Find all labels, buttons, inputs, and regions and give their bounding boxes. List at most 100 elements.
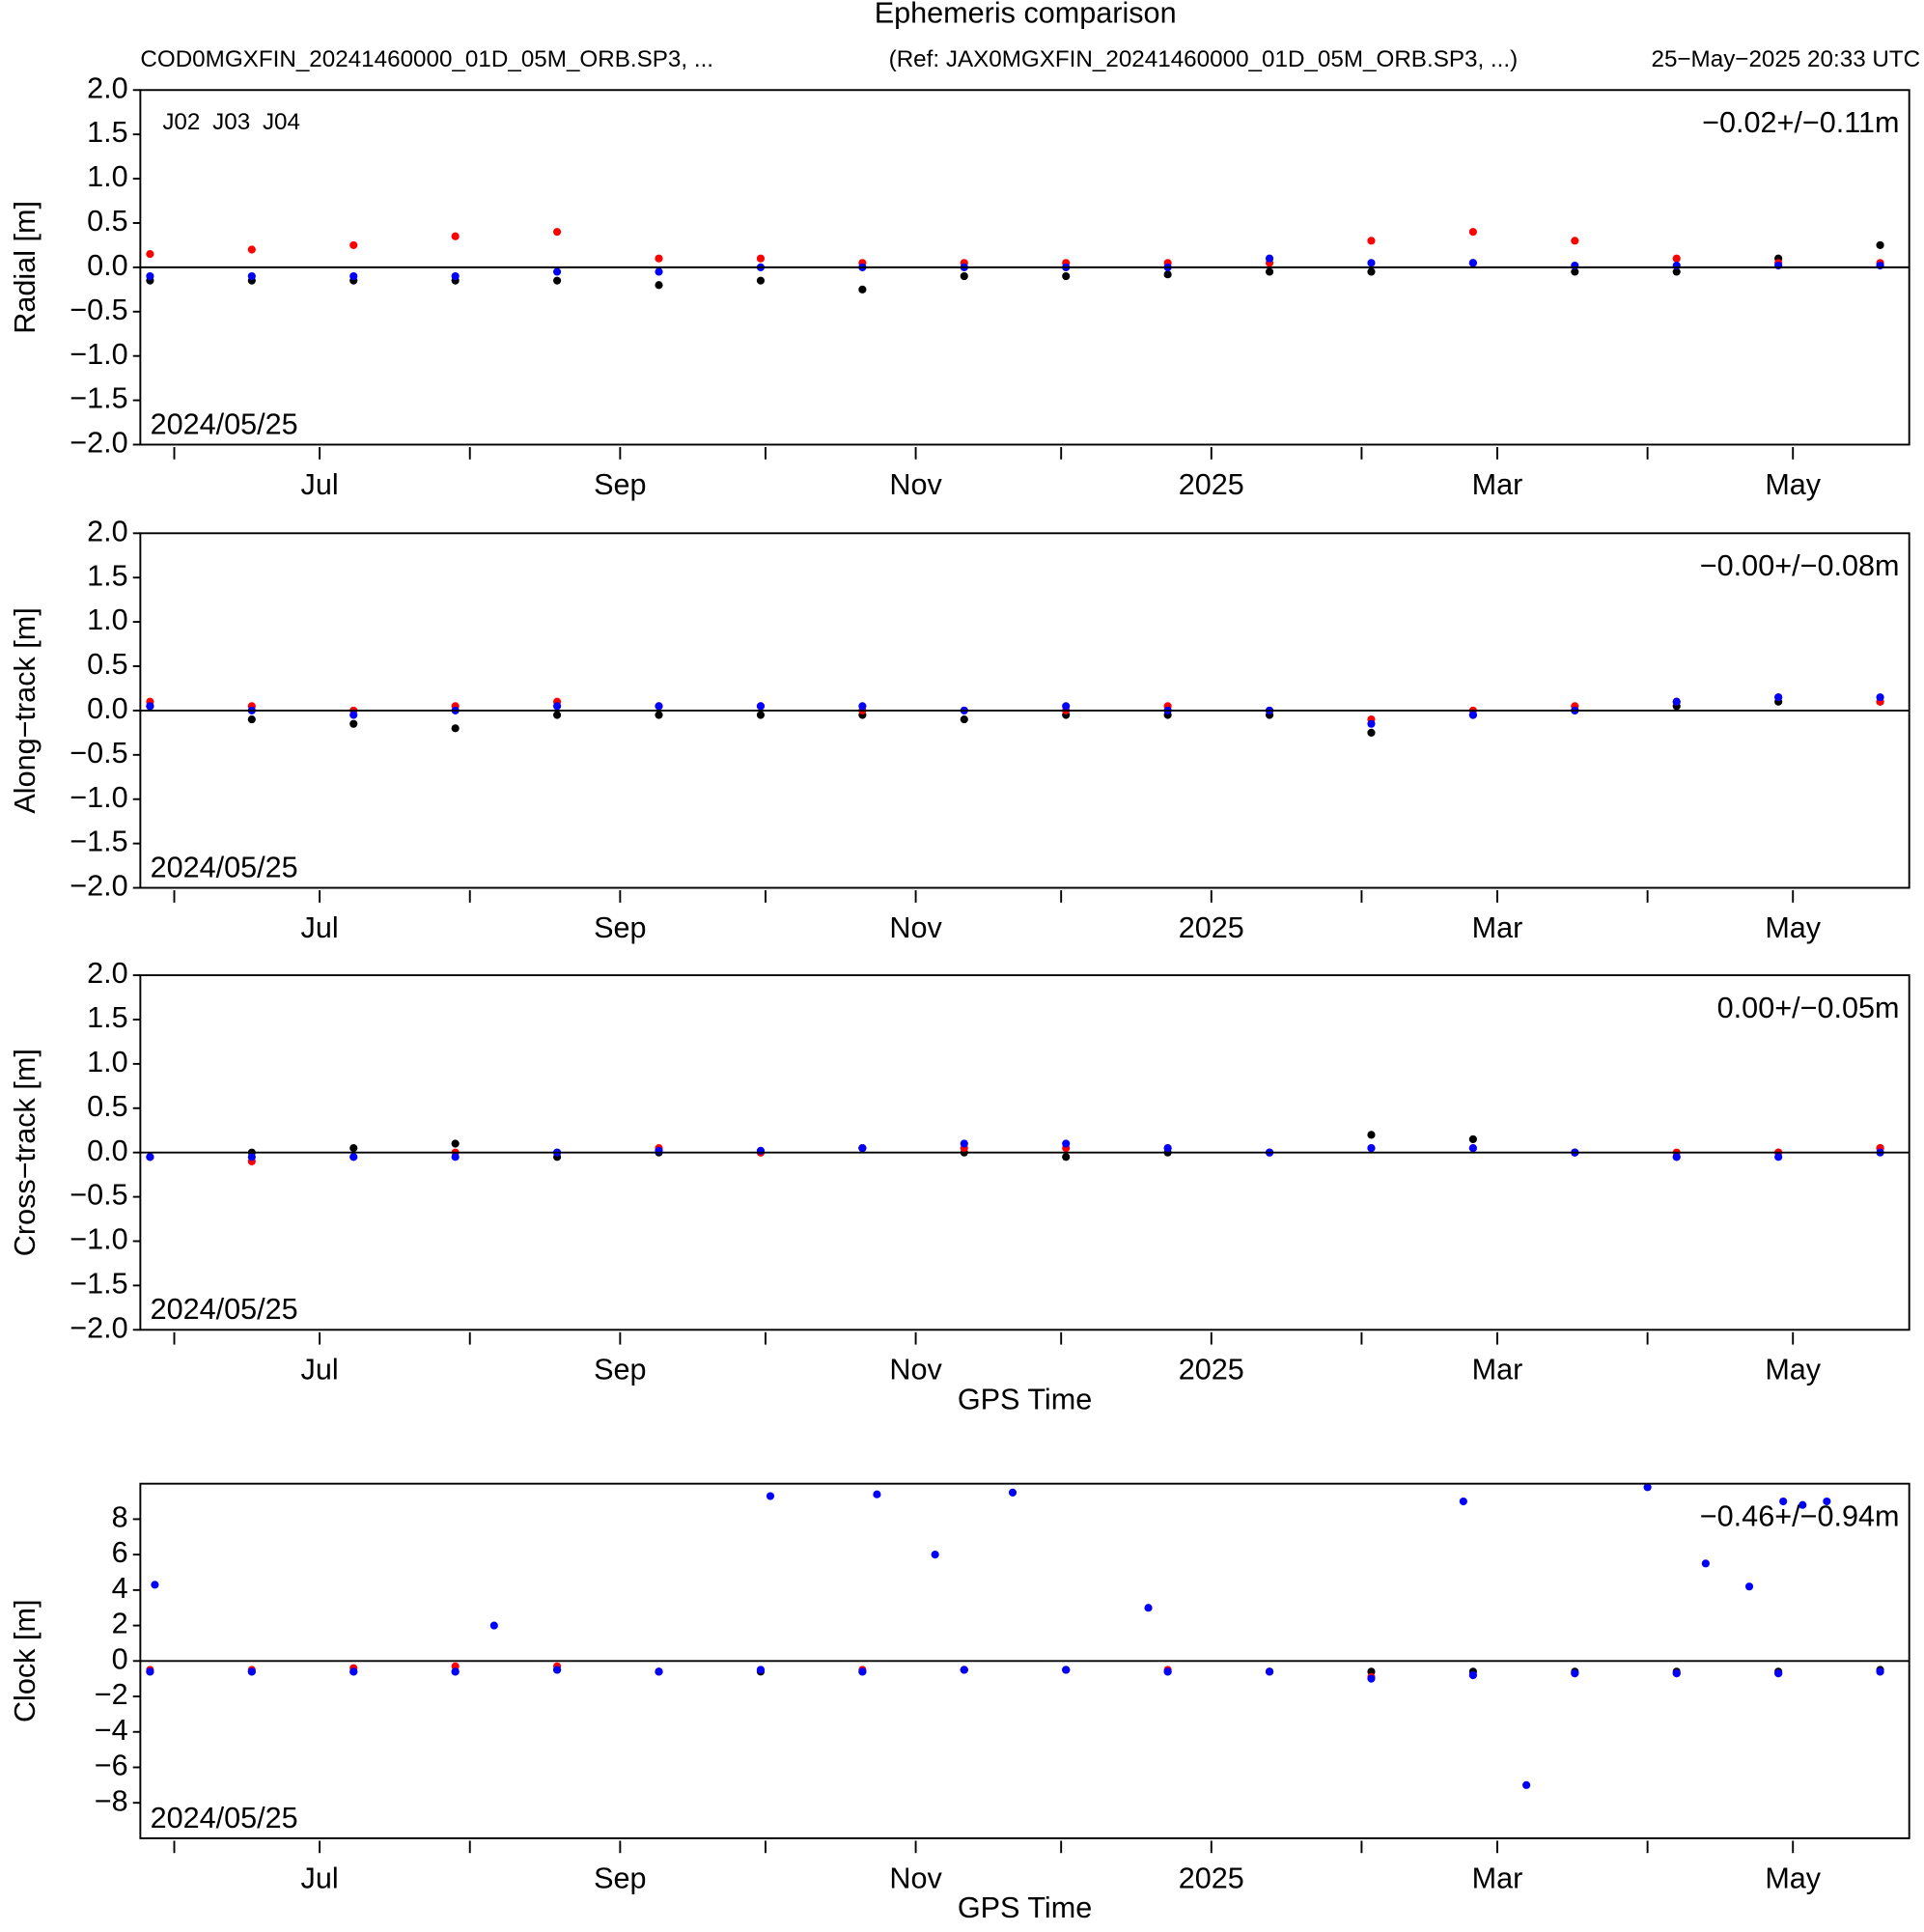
y-tick-label: −2.0 [70,427,127,460]
data-point [1459,1497,1467,1506]
title: Ephemeris comparison [875,0,1177,30]
data-point [931,1551,939,1559]
data-point [146,250,154,259]
panel: 2.0 1.5 1.0 0.5 0.0 −0.5 −1.0 −1.5 −2.0 Jul Sep Nov… [9,957,1910,1415]
x-tick-label: 2025 [1179,1862,1244,1894]
data-point [349,240,358,250]
data-point [1367,259,1376,267]
data-point [756,702,766,711]
data-point [247,1667,256,1676]
data-point [766,1492,775,1500]
x-axis-label: GPS Time [958,1891,1092,1924]
data-point [858,1144,867,1153]
x-tick-label: Mar [1472,911,1523,944]
y-tick-label: −1.0 [70,781,127,814]
data-point [1774,693,1783,702]
x-tick-label: Jul [301,1354,339,1386]
data-point [146,702,154,711]
data-point [1643,1483,1652,1492]
y-tick-label: −1.0 [70,338,127,371]
legend-entry: J02 [162,109,200,135]
x-tick-label: Nov [889,911,942,944]
y-tick-label: −2.0 [70,1311,127,1344]
data-point [1779,1497,1788,1506]
x-tick-label: Nov [889,1862,942,1894]
x-tick-label: Mar [1472,468,1523,501]
data-point [1163,1144,1172,1153]
data-point [1522,1780,1531,1789]
data-point [1062,271,1071,281]
data-point [151,1581,159,1589]
y-tick-label: 0 [112,1642,128,1675]
y-tick-label: 1.5 [87,116,128,149]
data-point [1876,261,1884,270]
start-date: 2024/05/25 [151,1293,298,1326]
data-point [1571,267,1579,276]
data-point [655,711,663,719]
x-tick-label: Jul [301,911,339,944]
data-point [756,276,766,285]
data-point [1062,1139,1071,1148]
data-point [1367,728,1376,737]
data-point [858,285,867,294]
legend-entry: J03 [212,109,250,135]
y-tick-label: −1.5 [70,1267,127,1300]
x-tick-label: May [1765,1354,1821,1386]
stats-annotation: −0.02+/−0.11m [1702,106,1899,139]
data-point [553,228,562,237]
y-tick-label: −4 [95,1714,128,1747]
y-tick-label: 1.0 [87,160,128,193]
data-point [1876,693,1884,702]
data-point [1468,1144,1477,1153]
data-point [1672,254,1681,263]
y-tick-label: 0.0 [87,249,128,282]
y-axis-label: Clock [m] [9,1600,42,1722]
data-point [553,1666,562,1674]
y-tick-label: −0.5 [70,1179,127,1212]
y-tick-label: −2.0 [70,870,127,903]
data-point [1672,267,1681,276]
y-tick-label: −1.5 [70,826,127,858]
data-point [1468,1670,1477,1680]
y-axis-label: Along−track [m] [9,607,42,813]
data-point [655,267,663,276]
data-point [451,1153,460,1162]
x-tick-label: Mar [1472,1862,1523,1894]
data-point [1799,1500,1807,1509]
y-tick-label: −6 [95,1750,128,1782]
data-point [247,1153,256,1162]
data-point [1823,1497,1831,1506]
data-point [349,1144,358,1153]
y-tick-label: 1.5 [87,559,128,592]
data-point [1571,1669,1579,1678]
y-tick-label: 0.0 [87,692,128,725]
y-tick-label: 4 [112,1572,128,1605]
data-point [960,271,968,281]
data-point [756,254,766,263]
y-tick-label: 2.0 [87,515,128,547]
data-point [1367,1144,1376,1153]
data-point [451,1139,460,1148]
data-point [553,702,562,711]
data-point [756,711,766,719]
x-tick-label: May [1765,911,1821,944]
data-point [1144,1604,1153,1612]
data-point [247,271,256,281]
data-point [451,232,460,240]
data-point [1672,697,1681,706]
data-point [1672,261,1681,270]
y-tick-label: −0.5 [70,737,127,770]
y-axis-label: Radial [m] [9,201,42,334]
data-point [489,1621,498,1630]
y-tick-label: 0.5 [87,648,128,681]
plot-frame [139,974,1910,1331]
plot-frame [139,89,1910,446]
data-point [1571,237,1579,245]
start-date: 2024/05/25 [151,851,298,883]
y-axis-label: Cross−track [m] [9,1049,42,1256]
data-point [1672,1669,1681,1678]
x-tick-label: Sep [594,911,646,944]
y-tick-label: 2.0 [87,957,128,990]
